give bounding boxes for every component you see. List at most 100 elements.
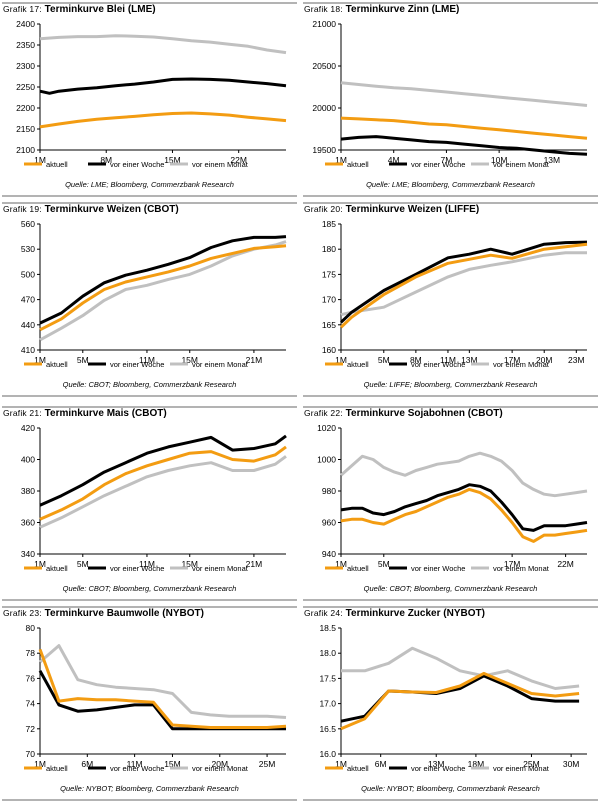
figure-label: Grafik 24: [304,608,343,618]
legend-label: vor einer Woche [110,160,164,169]
figure-label: Grafik 20: [304,204,343,214]
chart-source: Quelle: CBOT; Bloomberg, Commerzbank Res… [62,584,237,593]
chart-bottom-rule [303,799,598,801]
series-line-vor-einem-monat [39,240,287,342]
y-tick-label: 2150 [16,124,35,134]
y-tick-label: 2350 [16,40,35,50]
x-tick-label: 13M [461,355,478,365]
x-tick-label: 6M [375,759,387,769]
chart-title: Grafik 20: Terminkurve Weizen (LIFFE) [304,204,479,215]
series-line-aktuell [339,242,588,329]
series-line-aktuell [38,648,287,729]
chart-bottom-rule [2,599,297,601]
y-tick-label: 78 [26,648,36,658]
y-tick-label: 360 [21,518,35,528]
chart-plot: 160 165 170 175 180 185 1M 5M 8M 11M 13M 17M 20M 23M a… [322,219,588,369]
y-tick-label: 76 [26,673,36,683]
legend-item-vor-einer-woche: vor einer Woche [88,564,164,573]
legend-label: vor einem Monat [493,764,550,773]
x-tick-label: 8M [100,155,112,165]
x-tick-label: 17M [504,355,521,365]
chart-bottom-rule [303,395,598,397]
chart-source: Quelle: CBOT; Bloomberg, Commerzbank Res… [62,380,237,389]
y-tick-label: 940 [322,549,336,559]
y-tick-label: 16.5 [319,724,336,734]
legend-label: aktuell [46,764,68,773]
y-tick-label: 530 [21,244,35,254]
y-tick-label: 560 [21,219,35,229]
x-tick-label: 20M [211,759,228,769]
series-line-aktuell [39,244,287,332]
series-line-vor-einem-monat [340,81,588,107]
series-line-vor-einem-monat [39,644,287,719]
x-tick-label: 5M [77,355,89,365]
x-tick-label: 15M [181,355,198,365]
x-tick-label: 1M [335,355,347,365]
legend-item-vor-einer-woche: vor einer Woche [389,564,465,573]
y-tick-label: 380 [21,486,35,496]
legend-item-vor-einem-monat: vor einem Monat [170,764,249,773]
chart-title: Grafik 24: Terminkurve Zucker (NYBOT) [304,608,485,619]
chart-title-text: Terminkurve Weizen (CBOT) [44,204,179,215]
legend-label: vor einer Woche [110,360,164,369]
chart-soybeans-forward-curve: Grafik 22: Terminkurve Sojabohnen (CBOT)… [303,406,598,602]
chart-bottom-rule [2,195,297,197]
series-line-vor-einer-woche [39,235,287,325]
legend-item-vor-einer-woche: vor einer Woche [88,764,164,773]
legend-item-vor-einem-monat: vor einem Monat [471,764,550,773]
chart-title: Grafik 17: Terminkurve Blei (LME) [3,4,156,15]
x-tick-label: 4M [388,155,400,165]
x-tick-label: 11M [139,355,155,365]
series-line-vor-einem-monat [341,646,580,690]
y-tick-label: 20000 [312,103,336,113]
chart-title: Grafik 23: Terminkurve Baumwolle (NYBOT) [3,608,204,619]
x-tick-label: 5M [378,559,390,569]
legend-label: vor einem Monat [192,360,249,369]
chart-title: Grafik 19: Terminkurve Weizen (CBOT) [3,204,179,215]
x-tick-label: 1M [335,559,347,569]
legend-label: vor einem Monat [493,564,550,573]
chart-plot: 16.0 16.5 17.0 17.5 18.0 18.5 1M 6M 13M 18M 25M 30M… [319,623,587,773]
chart-title: Grafik 18: Terminkurve Zinn (LME) [304,4,459,15]
y-tick-label: 980 [322,486,336,496]
series-line-vor-einem-monat [340,251,587,317]
figure-label: Grafik 23: [3,608,42,618]
x-tick-label: 11M [440,355,456,365]
chart-title-text: Terminkurve Sojabohnen (CBOT) [345,408,503,419]
y-tick-label: 175 [322,269,336,279]
chart-title-text: Terminkurve Blei (LME) [44,4,156,15]
legend-item-vor-einer-woche: vor einer Woche [389,764,465,773]
x-tick-label: 11M [139,559,155,569]
x-tick-label: 21M [246,559,263,569]
y-tick-label: 470 [21,295,35,305]
series-line-vor-einer-woche [39,434,287,507]
chart-source: Quelle: NYBOT; Bloomberg, Commerzbank Re… [60,784,239,793]
legend-item-vor-einem-monat: vor einem Monat [170,564,249,573]
chart-source: Quelle: LIFFE; Bloomberg, Commerzbank Re… [363,380,538,389]
x-tick-label: 15M [164,759,181,769]
x-tick-label: 30M [563,759,580,769]
x-tick-label: 20M [536,355,553,365]
y-tick-label: 420 [21,423,35,433]
x-tick-label: 1M [34,559,46,569]
legend-item-vor-einer-woche: vor einer Woche [88,160,164,169]
x-tick-label: 1M [34,155,46,165]
series-line-vor-einer-woche [39,77,287,95]
x-tick-label: 13M [544,155,561,165]
chart-plot: 940 960 980 1000 1020 1M 5M 17M 22M aktuell vor ei… [317,423,588,573]
series-line-vor-einer-woche [339,240,588,324]
y-tick-label: 74 [26,699,36,709]
x-tick-label: 5M [378,355,390,365]
x-tick-label: 8M [410,355,422,365]
legend-label: vor einer Woche [110,764,164,773]
legend-item-aktuell: aktuell [325,764,369,773]
y-tick-label: 70 [26,749,36,759]
x-tick-label: 11M [127,759,143,769]
y-tick-label: 19500 [312,145,336,155]
series-line-vor-einem-monat [39,455,287,529]
chart-title-text: Terminkurve Weizen (LIFFE) [345,204,480,215]
chart-title: Grafik 22: Terminkurve Sojabohnen (CBOT) [304,408,503,419]
y-tick-label: 2200 [16,103,35,113]
y-tick-label: 2100 [16,145,35,155]
y-tick-label: 340 [21,549,35,559]
